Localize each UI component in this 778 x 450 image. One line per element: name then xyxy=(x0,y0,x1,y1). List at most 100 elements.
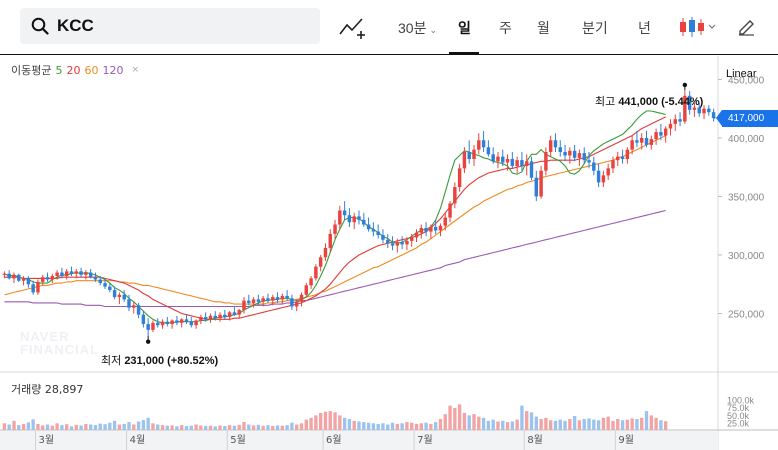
volume-bar xyxy=(549,420,553,430)
candle-body xyxy=(582,153,586,161)
candle-body xyxy=(611,160,615,169)
volume-bar xyxy=(644,411,649,430)
drawing-tool-icon[interactable] xyxy=(338,14,366,40)
candle-body xyxy=(160,321,165,326)
period-week[interactable]: 주 xyxy=(499,20,512,36)
volume-bar xyxy=(309,417,313,430)
candle-body xyxy=(654,132,658,140)
candle-body xyxy=(227,312,232,317)
candle-body xyxy=(31,284,35,293)
ma-period-5[interactable]: 5 xyxy=(55,63,63,77)
volume-bar xyxy=(534,416,538,430)
price-tick-label: 350,000 xyxy=(728,192,765,203)
scale-mode-label[interactable]: Linear xyxy=(726,68,757,80)
volume-bar xyxy=(318,412,323,430)
candle-body xyxy=(7,273,11,279)
ma-period-120[interactable]: 120 xyxy=(102,63,124,77)
price-chart[interactable]: 250,000 300,000 350,000 400,000 450,000 100.0… xyxy=(0,56,778,450)
ma-period-60[interactable]: 60 xyxy=(84,63,99,77)
symbol-input[interactable]: KCC xyxy=(57,16,94,35)
volume-label: 거래량 xyxy=(11,383,42,396)
pencil-icon[interactable] xyxy=(736,16,756,36)
volume-bar xyxy=(544,417,548,430)
volume-bar xyxy=(189,425,193,430)
candle-body xyxy=(630,140,634,150)
volume-bar xyxy=(112,420,117,430)
ma-period-20[interactable]: 20 xyxy=(66,63,81,77)
candle-body xyxy=(74,271,79,274)
volume-bar xyxy=(395,423,400,430)
volume-bar xyxy=(69,426,74,430)
volume-bar xyxy=(295,424,299,430)
period-year[interactable]: 년 xyxy=(638,20,651,36)
candle-body xyxy=(223,314,227,317)
candle-body xyxy=(635,140,639,143)
volume-bar xyxy=(410,422,414,430)
candle-body xyxy=(151,322,155,330)
period-month[interactable]: 월 xyxy=(537,20,550,36)
period-day[interactable]: 일 xyxy=(458,20,471,36)
volume-bar xyxy=(50,425,54,430)
volume-bar xyxy=(525,411,529,430)
candle-body xyxy=(429,226,433,232)
candle-body xyxy=(280,295,285,300)
candle-body xyxy=(362,219,366,225)
volume-bar xyxy=(31,419,35,430)
volume-bar xyxy=(12,420,16,430)
current-price-tag: 417,000 xyxy=(722,110,778,128)
month-label: 3월 xyxy=(39,434,55,446)
candle-body xyxy=(64,271,69,277)
price-tick-label: 450,000 xyxy=(728,75,765,86)
volume-bar xyxy=(7,424,11,430)
ma120-line xyxy=(4,209,666,308)
volume-bar xyxy=(347,419,352,430)
price-tick-label: 250,000 xyxy=(728,309,765,320)
candle-body xyxy=(644,137,649,145)
volume-tick-label: 50.0k xyxy=(727,411,750,421)
candle-body xyxy=(606,168,610,176)
chart-type-candle-icon[interactable] xyxy=(678,16,718,38)
candle-body xyxy=(386,239,390,244)
volume-bar xyxy=(539,419,543,430)
volume-bar xyxy=(328,411,332,430)
period-quarter[interactable]: 분기 xyxy=(582,20,608,36)
volume-bar xyxy=(79,425,83,430)
month-label: 6월 xyxy=(326,434,342,446)
volume-bar xyxy=(251,425,256,430)
volume-bar xyxy=(438,419,443,430)
volume-bar xyxy=(529,412,534,430)
volume-bar xyxy=(132,424,136,430)
candle-body xyxy=(419,228,424,233)
candle-body xyxy=(117,294,122,298)
candle-body xyxy=(462,151,467,169)
period-30min[interactable]: 30분 ⌄ xyxy=(398,18,437,38)
candle-body xyxy=(683,95,687,122)
candle-body xyxy=(481,140,486,148)
volume-bar xyxy=(2,423,7,430)
month-label: 5월 xyxy=(230,434,246,446)
candle-body xyxy=(453,187,457,204)
volume-bar xyxy=(505,422,510,430)
volume-bar xyxy=(510,421,515,430)
close-icon[interactable]: × xyxy=(131,65,140,75)
month-label: 9월 xyxy=(618,434,634,446)
price-tick-label: 400,000 xyxy=(728,134,765,145)
volume-bar xyxy=(448,405,452,430)
candle-body xyxy=(414,232,419,238)
volume-bar xyxy=(481,417,486,430)
volume-tick-label: 25.0k xyxy=(727,418,750,428)
candle-body xyxy=(687,95,692,110)
candle-body xyxy=(529,161,534,178)
search-icon xyxy=(31,17,49,35)
moving-average-legend[interactable]: 이동평균 5 20 60 120 × xyxy=(11,62,139,78)
candle-body xyxy=(314,266,318,279)
candle-body xyxy=(271,297,275,301)
volume-bar xyxy=(491,419,495,430)
volume-bar xyxy=(232,425,237,430)
candle-body xyxy=(515,160,519,167)
candle-body xyxy=(247,300,251,303)
candle-body xyxy=(170,320,174,325)
symbol-search-box[interactable]: KCC xyxy=(20,8,320,44)
volume-bar xyxy=(477,416,481,430)
candle-body xyxy=(443,217,447,226)
